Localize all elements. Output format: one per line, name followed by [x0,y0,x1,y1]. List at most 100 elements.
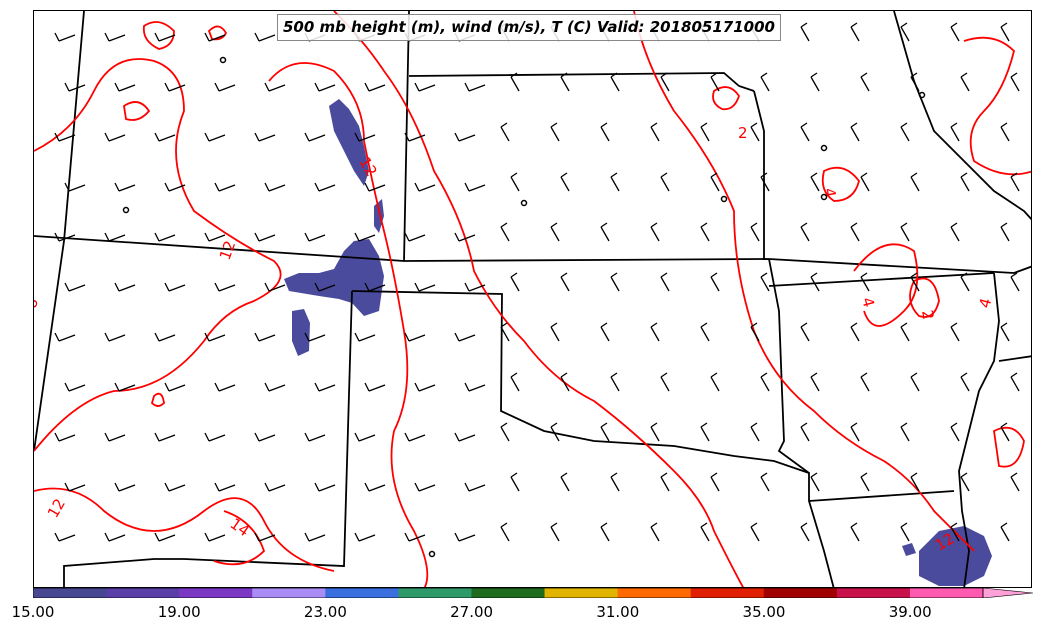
wind-barb [354,132,376,142]
wind-barb [304,332,326,342]
wind-barb [104,32,126,42]
wind-barb [750,422,760,442]
wind-barb [950,122,960,142]
wind-barb [550,322,560,342]
wind-barb [500,322,510,342]
wind-barb [950,22,960,42]
wind-barb [454,132,476,142]
wind-barb [960,272,970,292]
colorbar-tick-label: 35.00 [742,603,786,621]
station-circle [122,206,130,214]
wind-barb [800,222,810,242]
wind-barb [414,482,436,492]
wind-barb [204,332,226,342]
wind-barb [600,322,610,342]
contour-14 [213,510,266,566]
boundary-ar-top [768,272,995,287]
wind-barb [610,272,620,292]
wind-barb [660,372,670,392]
wind-barb [960,172,970,192]
contour-small-2 [207,25,228,41]
colorbar-tick-label: 23.00 [303,603,347,621]
wind-barb [800,322,810,342]
boundary-utah-west [63,11,85,242]
wind-barb [314,82,336,92]
contour-label: 4 [858,295,878,309]
wind-barb [1000,422,1010,442]
station-circle [820,193,828,201]
contour-label: 12 [216,238,239,262]
wind-barb [454,232,476,242]
wind-barb [264,282,286,292]
colorbar-tick-label: 27.00 [450,603,494,621]
wind-barb [610,72,620,92]
wind-barb [760,272,770,292]
wind-barb [454,532,476,542]
wind-barb [560,72,570,92]
wind-barb [314,382,336,392]
colorbar-extend-arrow [982,588,1033,598]
colorbar-segment [398,588,472,598]
boundary-wy-co-line [34,235,1031,274]
boundary-ms-right [998,355,1031,362]
colorbar-tick-label: 39.00 [888,603,932,621]
wind-barb [710,472,720,492]
wind-barb [1010,272,1020,292]
wind-barb [1000,22,1010,42]
wind-barb [910,372,920,392]
wind-barb [114,482,136,492]
station-circles [122,56,926,558]
shaded-region-north [329,99,369,186]
wind-barb [750,222,760,242]
boundary-mississippi [958,272,1000,587]
wind-barb [1000,222,1010,242]
wind-barb [1000,322,1010,342]
contour-labels: 12 2 4 12 8 12 14 4 2 4 12 [34,124,995,554]
wind-barb [164,382,186,392]
wind-barb [860,272,870,292]
contour-12-se [34,487,335,572]
wind-barb [454,332,476,342]
wind-barb [950,322,960,342]
wind-barb [114,82,136,92]
wind-barb [104,232,126,242]
wind-barb [114,182,136,192]
wind-barb [710,72,720,92]
wind-barb [800,422,810,442]
contour-label: 4 [975,296,995,310]
wind-barb [1010,372,1020,392]
wind-barb [464,282,486,292]
wind-barb [364,82,386,92]
colorbar-segment [763,588,838,598]
wind-barb [64,382,86,392]
wind-barb [54,132,76,142]
wind-barb [104,432,126,442]
station-circle [428,550,436,558]
colorbar-segment [33,588,107,598]
wind-barb [900,222,910,242]
contour-label: 12 [44,495,69,521]
colorbar-tick-label: 19.00 [157,603,201,621]
wind-barb [850,22,860,42]
wind-barb [910,472,920,492]
wind-barb [800,122,810,142]
wind-barb [464,82,486,92]
wind-barb [154,532,176,542]
shaded-region-small [292,309,310,356]
map-title: 500 mb height (m), wind (m/s), T (C) Val… [277,14,781,41]
wind-barb [560,372,570,392]
wind-barb [314,282,336,292]
wind-barb [510,472,520,492]
wind-barb [1010,472,1020,492]
wind-barb [510,72,520,92]
contour-4-ar [853,243,919,327]
contour-label: 8 [34,297,42,310]
wind-barb [810,372,820,392]
wind-barb [900,122,910,142]
wind-barb [650,522,660,542]
colorbar-segment [325,588,399,598]
wind-barb [264,482,286,492]
wind-barb [950,422,960,442]
wind-barb [64,182,86,192]
map-panel: 12 2 4 12 8 12 14 4 2 4 12 [33,10,1032,588]
